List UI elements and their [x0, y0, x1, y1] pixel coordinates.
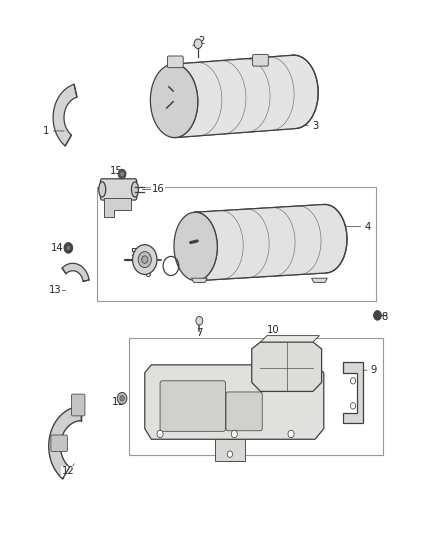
Polygon shape	[150, 64, 198, 138]
Polygon shape	[311, 278, 327, 282]
Circle shape	[120, 172, 124, 176]
Polygon shape	[174, 212, 217, 281]
Circle shape	[64, 243, 73, 253]
Text: 12: 12	[62, 466, 75, 476]
FancyBboxPatch shape	[51, 435, 67, 451]
Polygon shape	[191, 278, 207, 282]
Polygon shape	[173, 55, 318, 138]
Circle shape	[118, 169, 126, 179]
Polygon shape	[215, 439, 245, 461]
Circle shape	[350, 402, 356, 409]
FancyBboxPatch shape	[71, 394, 85, 416]
Polygon shape	[261, 336, 319, 342]
Circle shape	[67, 246, 70, 250]
Text: 14: 14	[51, 243, 64, 253]
Circle shape	[227, 451, 233, 457]
FancyBboxPatch shape	[160, 381, 226, 431]
Circle shape	[138, 252, 151, 268]
Ellipse shape	[131, 182, 138, 197]
Circle shape	[350, 377, 356, 384]
FancyBboxPatch shape	[226, 392, 262, 431]
Text: 16: 16	[152, 184, 164, 195]
FancyBboxPatch shape	[100, 179, 137, 200]
Text: 13: 13	[49, 286, 62, 295]
Circle shape	[374, 311, 381, 320]
FancyBboxPatch shape	[253, 54, 268, 66]
Text: 9: 9	[371, 365, 377, 375]
Circle shape	[288, 430, 294, 438]
Text: 8: 8	[382, 312, 388, 322]
Polygon shape	[104, 198, 131, 216]
Text: 3: 3	[312, 120, 318, 131]
Polygon shape	[343, 362, 363, 423]
Circle shape	[117, 392, 127, 404]
Circle shape	[231, 430, 237, 438]
Text: 6: 6	[144, 270, 150, 279]
Polygon shape	[49, 406, 81, 479]
Circle shape	[194, 39, 202, 49]
Circle shape	[196, 317, 203, 325]
Text: 4: 4	[364, 222, 371, 232]
Text: 5: 5	[131, 248, 137, 258]
Text: 7: 7	[196, 328, 202, 338]
Polygon shape	[252, 342, 321, 391]
Ellipse shape	[99, 182, 106, 197]
Circle shape	[142, 256, 148, 263]
Text: 15: 15	[110, 166, 123, 176]
Polygon shape	[194, 205, 347, 281]
Text: 10: 10	[267, 325, 280, 335]
Text: 11: 11	[112, 397, 125, 407]
Text: 2: 2	[198, 36, 205, 45]
Text: 1: 1	[43, 126, 50, 136]
Circle shape	[133, 245, 157, 274]
Circle shape	[120, 395, 124, 401]
Polygon shape	[145, 365, 324, 439]
FancyBboxPatch shape	[167, 56, 183, 68]
Circle shape	[157, 430, 163, 438]
Polygon shape	[53, 84, 77, 146]
Polygon shape	[62, 263, 89, 281]
